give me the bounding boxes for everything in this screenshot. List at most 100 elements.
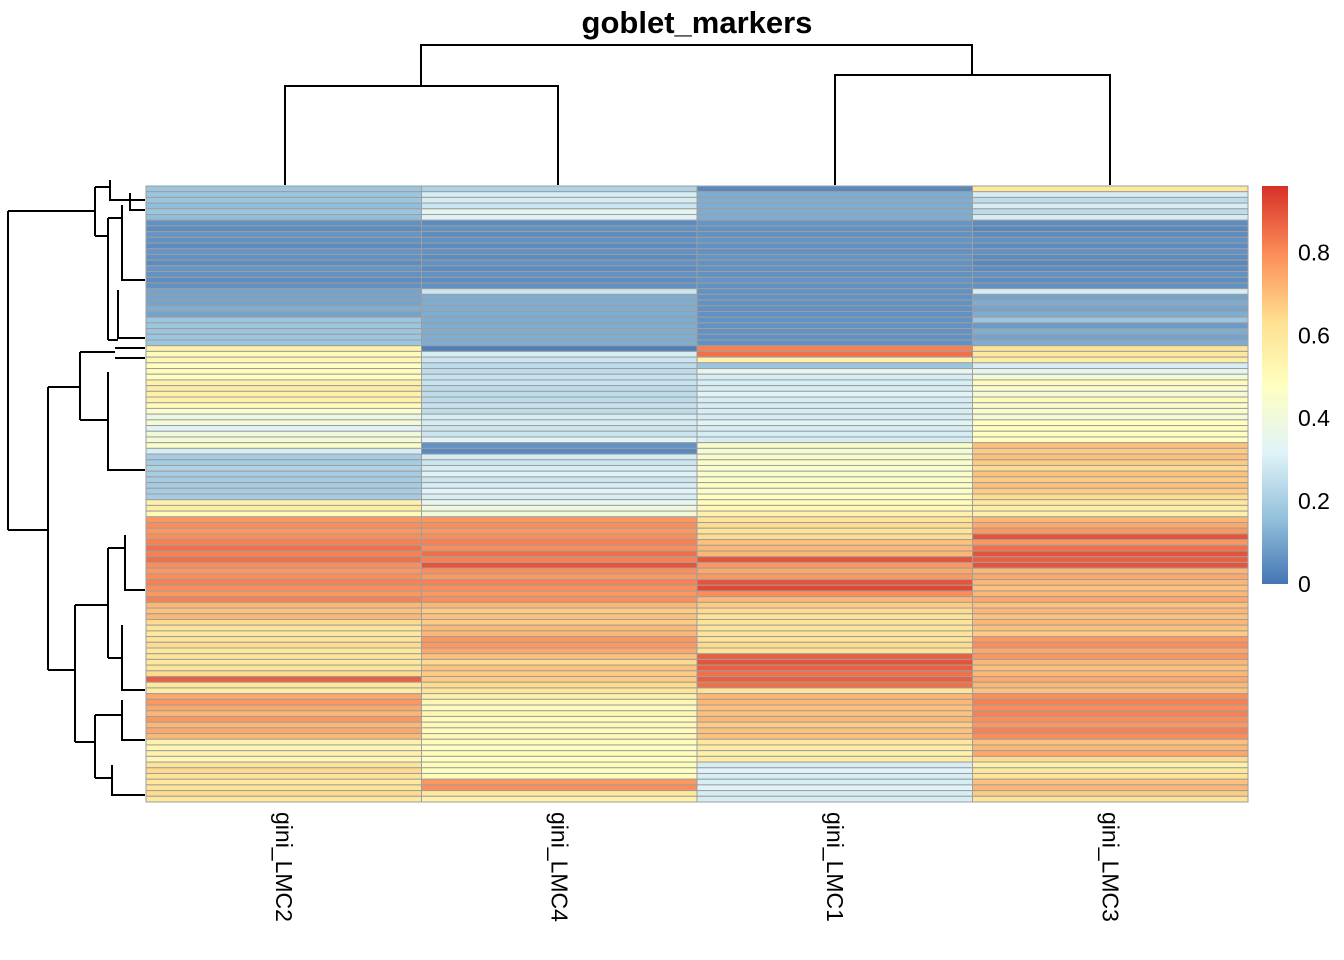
heatmap-cell [421, 499, 698, 506]
heatmap-cell [145, 727, 422, 735]
heatmap-cell [145, 350, 422, 358]
heatmap-cell [421, 733, 698, 740]
heatmap-cell [972, 390, 1249, 398]
heatmap-cell [696, 191, 973, 198]
heatmap-cell [696, 253, 973, 261]
heatmap-cell [696, 185, 973, 193]
heatmap-cell [696, 676, 973, 683]
heatmap-cell [145, 795, 422, 803]
heatmap-cell [421, 647, 698, 655]
heatmap-cell [145, 202, 422, 210]
heatmap-cell [421, 191, 698, 198]
heatmap-cell [421, 687, 698, 695]
heatmap-cell [972, 681, 1249, 689]
heatmap-cell [696, 288, 973, 295]
heatmap-cell [145, 430, 422, 438]
heatmap-cell [145, 715, 422, 723]
heatmap-cell [145, 761, 422, 769]
heatmap-cell [696, 772, 973, 780]
legend-tick-label: 0.6 [1298, 322, 1330, 348]
heatmap-cell [972, 248, 1249, 255]
heatmap-cell [421, 459, 698, 466]
heatmap-cell [145, 687, 422, 695]
heatmap-cell [972, 516, 1249, 524]
heatmap-cell [421, 253, 698, 261]
heatmap-cell [696, 265, 973, 273]
heatmap-cell [972, 613, 1249, 620]
heatmap-cell [972, 231, 1249, 238]
heatmap-cell [145, 698, 422, 706]
heatmap-cell [145, 790, 422, 797]
heatmap-cell [972, 276, 1249, 284]
heatmap-cell [696, 544, 973, 552]
heatmap-cell [696, 556, 973, 563]
heatmap-cell [421, 271, 698, 278]
heatmap-cell [145, 196, 422, 204]
heatmap-cell [145, 464, 422, 472]
heatmap-cell [421, 504, 698, 512]
column-label: gini_LMC2 [271, 812, 297, 922]
heatmap-cell [421, 744, 698, 752]
heatmap-cell [421, 487, 698, 495]
heatmap-cell [421, 698, 698, 706]
heatmap-cell [696, 413, 973, 421]
heatmap-cell [145, 436, 422, 444]
heatmap-cell [696, 767, 973, 774]
heatmap-cell [972, 704, 1249, 712]
heatmap-cell [145, 271, 422, 278]
heatmap-cell [421, 767, 698, 774]
heatmap-cell [972, 664, 1249, 672]
heatmap-cell [696, 236, 973, 244]
heatmap-cell [145, 253, 422, 261]
heatmap-cell [696, 276, 973, 284]
legend-tick-label: 0 [1298, 571, 1311, 597]
heatmap-cell [696, 670, 973, 678]
heatmap-cell [696, 641, 973, 649]
heatmap-cell [145, 670, 422, 678]
heatmap-cell [972, 596, 1249, 603]
heatmap-cell [421, 464, 698, 472]
heatmap-cell [972, 790, 1249, 797]
heatmap-cell [972, 265, 1249, 273]
heatmap-cell [145, 613, 422, 620]
heatmap-cell [972, 750, 1249, 757]
heatmap-cell [972, 698, 1249, 706]
heatmap-cell [421, 214, 698, 221]
legend-tick-label: 0.2 [1298, 488, 1330, 514]
heatmap-cell [145, 504, 422, 512]
heatmap-cell [972, 601, 1249, 609]
heatmap-cell [972, 499, 1249, 506]
heatmap-cell [421, 738, 698, 746]
heatmap-cell [421, 704, 698, 712]
heatmap-cell [421, 710, 698, 717]
heatmap-cell [972, 527, 1249, 535]
heatmap-cell [696, 590, 973, 598]
heatmap-cell [145, 533, 422, 541]
heatmap-cell [696, 510, 973, 518]
heatmap-cell [696, 516, 973, 524]
heatmap-cell [145, 658, 422, 666]
heatmap-cell [145, 527, 422, 535]
heatmap-cell [696, 390, 973, 398]
heatmap-cell [972, 641, 1249, 649]
heatmap-cell [145, 664, 422, 672]
heatmap-cell [421, 544, 698, 552]
heatmap-cell [145, 487, 422, 495]
heatmap-cell [972, 185, 1249, 193]
heatmap-cell [696, 539, 973, 546]
column-label: gini_LMC1 [822, 812, 848, 922]
heatmap-cell [145, 778, 422, 786]
heatmap-cell [972, 584, 1249, 592]
heatmap-cell [972, 373, 1249, 381]
heatmap-cell [972, 196, 1249, 204]
heatmap-cell [972, 219, 1249, 227]
heatmap-cell [972, 510, 1249, 518]
heatmap-cell [145, 579, 422, 586]
heatmap-cell [696, 219, 973, 227]
heatmap-cell [972, 407, 1249, 415]
heatmap-cell [972, 761, 1249, 769]
heatmap-cell [421, 236, 698, 244]
heatmap-cell [421, 202, 698, 210]
heatmap-cell [421, 727, 698, 735]
heatmap-cell [696, 710, 973, 717]
